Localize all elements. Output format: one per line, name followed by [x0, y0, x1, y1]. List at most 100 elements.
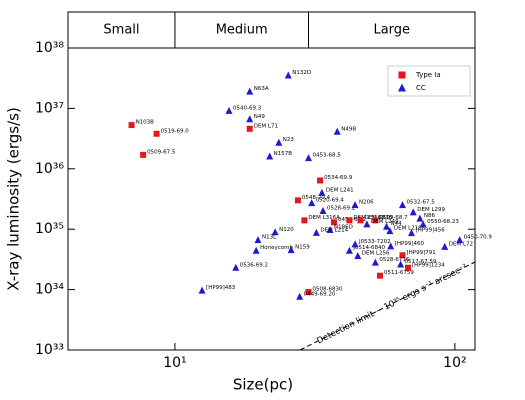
point-label: [HP99]456 — [416, 228, 446, 234]
point-label: DEM L72 — [449, 241, 473, 247]
point — [409, 208, 417, 216]
point — [399, 201, 407, 209]
point — [246, 87, 254, 95]
point — [275, 138, 283, 146]
point-label: Honeycomb — [260, 245, 293, 251]
point — [232, 263, 240, 271]
point-label: [HP99]791 — [407, 250, 436, 256]
point — [408, 229, 416, 237]
y-tick-label: 10³⁷ — [35, 100, 64, 116]
region-label: Medium — [216, 23, 268, 38]
point — [354, 251, 362, 259]
point-label: 0550-68.23 — [427, 219, 459, 225]
point — [372, 217, 379, 224]
point — [363, 220, 371, 228]
point — [404, 264, 411, 271]
point — [246, 125, 253, 132]
point — [416, 214, 424, 222]
x-tick-label: 10¹ — [163, 355, 186, 371]
point — [252, 246, 260, 254]
point-label: 0519-69.0 — [161, 128, 190, 134]
point-label: N186D — [334, 224, 353, 230]
point-label: DEM L218 — [394, 226, 422, 232]
point — [441, 242, 449, 250]
point-label: J0533-7202 — [358, 239, 391, 245]
point — [386, 227, 394, 235]
point — [140, 151, 147, 158]
point-label: 0528-69.2 — [327, 206, 355, 212]
point-label: N103B — [136, 120, 155, 126]
point-label: DEM L316A — [308, 215, 340, 221]
point-label: N206 — [359, 200, 374, 206]
point — [317, 177, 324, 184]
point — [333, 127, 341, 135]
legend-label: CC — [416, 84, 426, 92]
point-label: N44 — [391, 221, 403, 227]
point-label: N120 — [279, 227, 294, 233]
point-label: N132D — [292, 70, 311, 76]
point — [271, 228, 279, 236]
point — [296, 292, 304, 300]
point — [266, 152, 274, 160]
y-tick-label: 10³⁶ — [35, 161, 64, 177]
legend-label: Type Ia — [415, 71, 441, 79]
frame — [67, 11, 476, 351]
point — [284, 71, 292, 79]
y-tick-label: 10³⁸ — [35, 40, 64, 56]
point — [318, 188, 326, 196]
point-label: DEM L256 — [362, 250, 390, 256]
point-label: DEM L316B — [353, 215, 385, 221]
point-label: 0534-69.9 — [324, 175, 353, 181]
point — [456, 236, 464, 244]
point — [345, 246, 353, 254]
y-tick-label: 10³³ — [35, 342, 64, 358]
detection-limit-line — [299, 261, 476, 351]
point — [399, 252, 406, 259]
point — [128, 122, 135, 129]
point-label: DEM L249 — [371, 219, 399, 225]
point — [287, 246, 295, 254]
y-axis-label: X-ray luminosity (ergs/s) — [5, 107, 23, 291]
point — [198, 286, 206, 294]
point — [371, 258, 379, 266]
x-tick-label: 10² — [443, 355, 466, 371]
point-label: N49B — [341, 126, 356, 132]
point — [319, 207, 327, 215]
point — [305, 289, 312, 296]
point-label: DEM L214 — [320, 227, 348, 233]
point — [330, 219, 337, 226]
point-label: DEM L299 — [417, 207, 445, 213]
point — [419, 220, 427, 228]
point-label: DEM L241 — [326, 187, 354, 193]
point — [301, 217, 308, 224]
point — [351, 240, 359, 248]
point-label: J0514-6840 — [352, 245, 385, 251]
point-label: [HP99]483 — [206, 285, 236, 291]
point — [397, 260, 405, 268]
point — [254, 236, 262, 244]
point-label: N63A — [254, 86, 269, 92]
point — [246, 115, 254, 123]
point-label: 0508-6830 — [312, 287, 342, 293]
point-label: [HP99]1234 — [412, 262, 445, 268]
point-label: N157B — [274, 151, 293, 157]
point — [304, 154, 312, 162]
point-label: 0536-69.2 — [240, 262, 268, 268]
point-label: N86 — [424, 213, 436, 219]
point — [294, 197, 301, 204]
point-label: N49 — [254, 114, 266, 120]
point — [376, 272, 383, 279]
point-label: 0540-69.3 — [233, 105, 262, 111]
point-label: [HP99]460 — [395, 241, 425, 247]
point — [383, 222, 391, 230]
point-label: N13L — [262, 235, 277, 241]
point-label: N23 — [283, 137, 295, 143]
x-axis-label: Size(pc) — [233, 376, 293, 394]
point — [346, 217, 353, 224]
point-label: 0511-6759 — [384, 270, 414, 276]
point-label: DEM L238 — [364, 215, 392, 221]
point-label: 0509-67.5 — [147, 149, 176, 155]
point-label: 0548-70.4 — [302, 195, 331, 201]
